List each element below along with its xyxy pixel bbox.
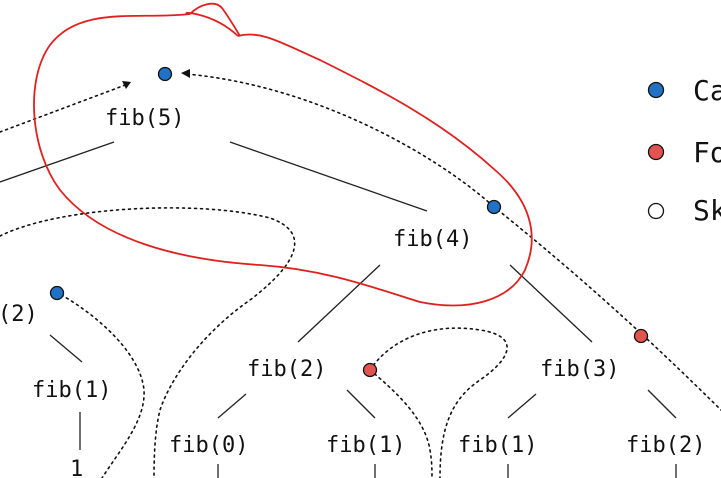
- trace-fib4-to-fib5: [185, 73, 494, 207]
- node-fib2-mid: fib(2): [247, 357, 326, 382]
- highlight-loop: [33, 12, 533, 307]
- legend: Ca Fo Sk: [647, 74, 721, 227]
- edge-fib4-fib2: [297, 264, 381, 343]
- call-dot-fib5: [157, 66, 173, 82]
- edge-fib2-fib1: [346, 389, 376, 419]
- edge-fib2-fib0: [217, 393, 247, 419]
- edge-fib5-fib4: [229, 141, 428, 212]
- return-dot-right: [633, 328, 649, 344]
- trace-arrowhead-top: [181, 69, 190, 78]
- node-labels: fib(5) fib(4) (2) fib(1) 1 fib(2) fib(3)…: [0, 106, 705, 478]
- legend-label-skip: Sk: [693, 194, 721, 227]
- edge-fib3-fib2: [647, 389, 677, 419]
- edge-fib5-left: [0, 141, 115, 183]
- legend-dot-skip: [647, 202, 665, 220]
- node-fib2-right: fib(2): [626, 433, 705, 458]
- return-dot-fib2-mid: [362, 362, 378, 378]
- traversal-trace: [0, 69, 721, 478]
- trace-arrowhead-left: [122, 81, 131, 89]
- call-dot-fib2-left: [49, 285, 65, 301]
- call-dot-fib4: [486, 199, 502, 215]
- legend-dot-call: [647, 81, 665, 99]
- trace-mid-loop: [369, 327, 508, 478]
- node-fib1-mid: fib(1): [326, 433, 405, 458]
- node-fib0: fib(0): [169, 433, 248, 458]
- legend-dot-return: [647, 143, 665, 161]
- node-fib1-left: fib(1): [32, 378, 111, 403]
- trace-dots: [49, 66, 649, 378]
- edge-fib4-fib3: [509, 264, 593, 343]
- node-fib2-left: (2): [0, 302, 38, 327]
- node-fib5: fib(5): [105, 106, 184, 131]
- trace-left-branch: [55, 291, 145, 478]
- edge-fib3-fib1: [507, 393, 537, 419]
- node-fib1-right: fib(1): [458, 433, 537, 458]
- trace-mid-branch: [369, 369, 433, 478]
- trace-left-loop: [0, 207, 296, 478]
- node-fib3: fib(3): [540, 357, 619, 382]
- highlight-tail: [189, 2, 241, 37]
- red-highlight: [33, 2, 533, 307]
- trace-right-descent: [492, 205, 721, 411]
- node-value-1: 1: [70, 457, 83, 478]
- edge-fib2left-fib1: [49, 334, 83, 363]
- tree-edges: [0, 141, 677, 478]
- trace-to-fib5: [0, 83, 129, 133]
- node-fib4: fib(4): [393, 227, 472, 252]
- legend-label-call: Ca: [693, 74, 721, 107]
- legend-label-return: Fo: [693, 136, 721, 169]
